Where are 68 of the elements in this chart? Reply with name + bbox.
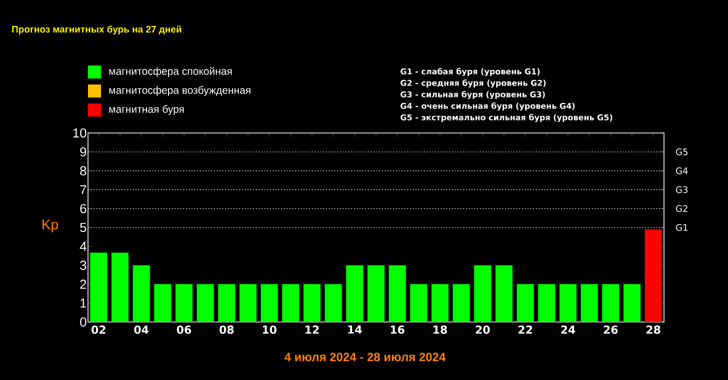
y-tick-label: 10 bbox=[73, 128, 86, 138]
bar bbox=[516, 284, 534, 322]
bar bbox=[367, 265, 385, 322]
bar bbox=[90, 252, 108, 322]
x-tick-label: 22 bbox=[518, 326, 532, 334]
x-tick-label: 02 bbox=[92, 326, 106, 334]
x-tick-label: 14 bbox=[348, 326, 362, 334]
bar bbox=[239, 284, 257, 322]
y-tick-label: 8 bbox=[80, 166, 86, 176]
y-tick-label: 9 bbox=[80, 147, 86, 156]
bar bbox=[111, 252, 129, 322]
x-axis-title: 4 июля 2024 - 28 июля 2024 bbox=[284, 352, 446, 362]
ref-line-label: G5 bbox=[676, 148, 688, 156]
x-tick-label: 04 bbox=[134, 326, 148, 334]
bar bbox=[644, 229, 662, 322]
x-tick-label: 16 bbox=[390, 326, 404, 334]
y-tick-label: 6 bbox=[80, 204, 86, 214]
bar bbox=[260, 284, 278, 322]
bar bbox=[196, 284, 214, 322]
x-tick-label: 10 bbox=[262, 326, 276, 334]
ref-line-label: G3 bbox=[676, 186, 688, 194]
text: G1 - слабая буря (уровень G1) bbox=[400, 68, 540, 76]
y-axis-title: Kp bbox=[42, 220, 58, 232]
x-tick-label: 06 bbox=[176, 326, 192, 334]
chart-title: Прогноз магнитных бурь на 27 дней bbox=[12, 25, 182, 35]
bar bbox=[282, 284, 300, 322]
bar bbox=[538, 284, 556, 322]
bar bbox=[132, 265, 150, 322]
bar bbox=[559, 284, 577, 322]
ref-line-label: G4 bbox=[676, 167, 688, 174]
text: G5 - экстремально сильная буря (уровень G5) bbox=[400, 114, 612, 122]
y-tick-label: 4 bbox=[80, 242, 86, 251]
bar bbox=[495, 265, 513, 322]
bar bbox=[580, 284, 598, 322]
y-tick-label: 2 bbox=[80, 280, 86, 289]
bar bbox=[303, 284, 321, 322]
y-tick-label: 7 bbox=[80, 185, 86, 194]
x-tick-label: 12 bbox=[306, 326, 319, 334]
bar bbox=[623, 284, 641, 322]
text: G2 - средняя буря (уровень G2) bbox=[400, 79, 546, 88]
bar bbox=[346, 265, 364, 322]
y-tick-label: 1 bbox=[80, 298, 86, 308]
ref-line-label: G2 bbox=[676, 205, 688, 212]
bar bbox=[452, 284, 470, 322]
bar bbox=[388, 265, 406, 322]
bar bbox=[324, 284, 342, 322]
text: G4 - очень сильная буря (уровень G4) bbox=[400, 102, 575, 111]
x-tick-label: 20 bbox=[476, 326, 490, 334]
text: G3 - сильная буря (уровень G3) bbox=[400, 90, 545, 100]
x-tick-label: 26 bbox=[604, 326, 618, 334]
bar bbox=[474, 265, 492, 322]
ref-line-label: G1 bbox=[676, 224, 688, 231]
legend-label: магнитная буря bbox=[109, 105, 184, 115]
y-tick-label: 0 bbox=[80, 317, 86, 327]
y-tick-label: 5 bbox=[80, 222, 86, 232]
x-tick-label: 08 bbox=[220, 326, 234, 334]
bar bbox=[175, 284, 193, 322]
bar bbox=[154, 284, 172, 322]
x-tick-label: 24 bbox=[561, 326, 576, 334]
x-tick-label: 18 bbox=[434, 326, 447, 334]
legend-label: магнитосфера спокойная bbox=[109, 67, 232, 77]
bar bbox=[410, 284, 428, 322]
bar bbox=[431, 284, 449, 322]
y-tick-label: 3 bbox=[80, 260, 86, 270]
bar bbox=[218, 284, 236, 322]
bar bbox=[602, 284, 620, 322]
legend-label: магнитосфера возбужденная bbox=[109, 86, 250, 96]
x-tick-label: 28 bbox=[646, 326, 660, 334]
